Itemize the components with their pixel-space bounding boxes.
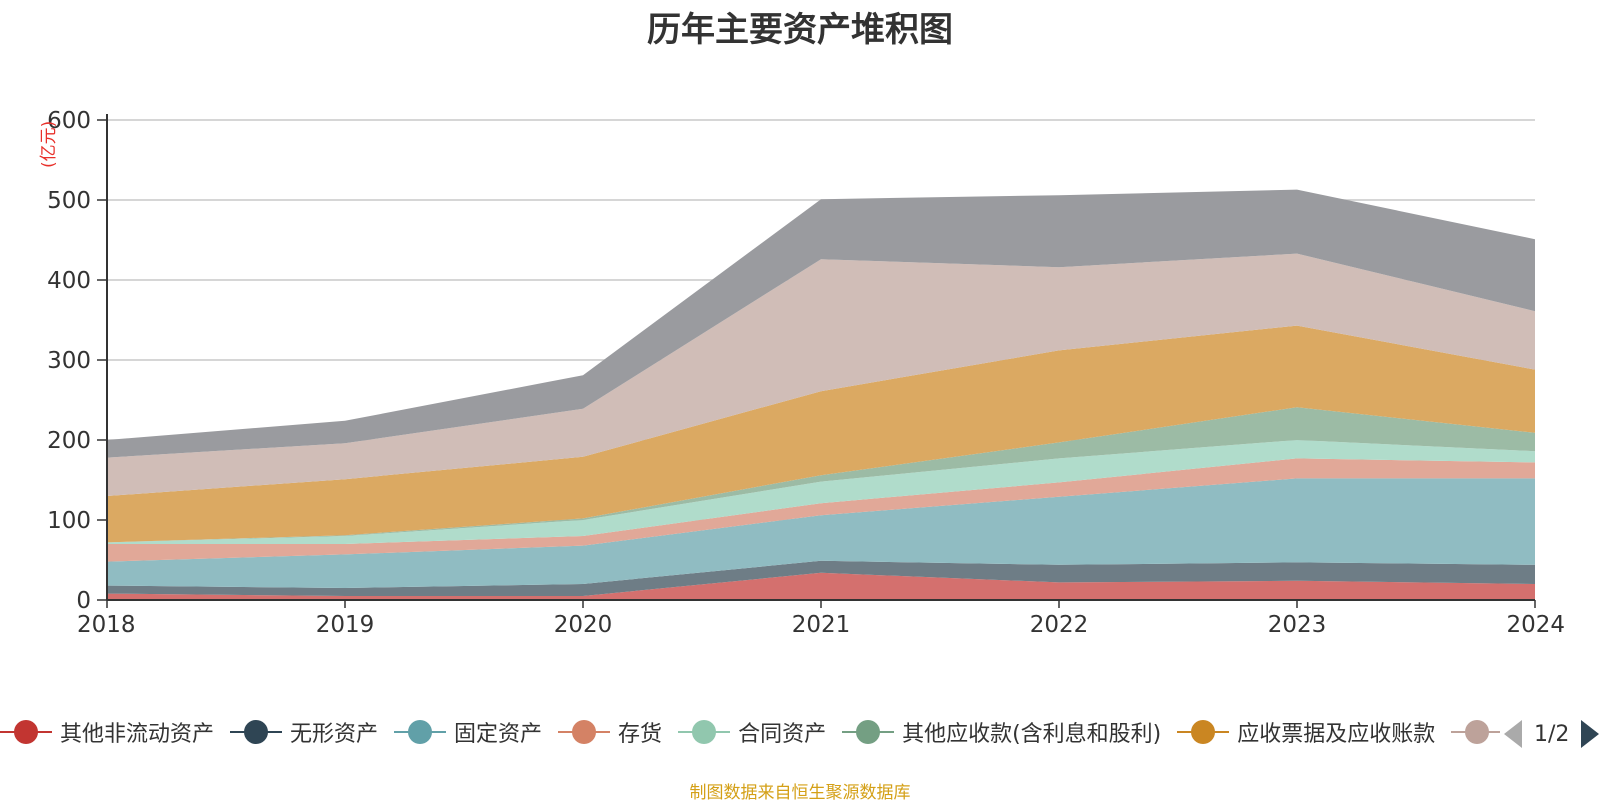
legend-item-5[interactable]: 其他应收款(含利息和股利) <box>842 712 1161 752</box>
legend-item-4[interactable]: 合同资产 <box>678 712 826 752</box>
x-tick-label-2023: 2023 <box>1268 612 1327 638</box>
area-series-1 <box>107 560 1535 596</box>
legend-marker-icon <box>678 719 731 745</box>
legend-marker-icon <box>0 719 52 745</box>
legend-label: 存货 <box>618 722 663 747</box>
legend-marker-icon <box>1177 719 1230 745</box>
legend-item-1[interactable]: 无形资产 <box>230 712 378 752</box>
area-series-0 <box>107 572 1535 600</box>
area-series-2 <box>107 478 1535 588</box>
y-tick-label-200: 200 <box>47 428 91 454</box>
legend-label: 应收票据及应收账款 <box>1237 722 1436 747</box>
legend-marker-icon <box>1451 719 1500 745</box>
y-tick-label-100: 100 <box>47 508 91 534</box>
legend-label: 其他非流动资产 <box>60 722 215 747</box>
x-tick-label-2022: 2022 <box>1030 612 1089 638</box>
legend-item-0[interactable]: 其他非流动资产 <box>0 712 214 752</box>
x-tick-label-2020: 2020 <box>554 612 613 638</box>
y-tick-label-500: 500 <box>47 188 91 214</box>
source-note: 制图数据来自恒生聚源数据库 <box>689 783 911 803</box>
area-layer <box>107 189 1535 600</box>
legend-label: 其他应收款(含利息和股利) <box>902 722 1162 747</box>
y-tick-label-300: 300 <box>47 348 91 374</box>
legend-label: 无形资产 <box>290 722 379 747</box>
chart-title: 历年主要资产堆积图 <box>647 10 953 50</box>
x-tick-label-2018: 2018 <box>77 612 136 638</box>
legend-next-page-button[interactable] <box>1581 720 1600 748</box>
legend-item-3[interactable]: 存货 <box>558 712 662 752</box>
legend-item-2[interactable]: 固定资产 <box>394 712 542 752</box>
legend-item-7[interactable]: 应收款项融资 <box>1451 712 1500 752</box>
y-tick-label-600: 600 <box>47 108 91 134</box>
legend-label: 固定资产 <box>454 722 543 747</box>
y-axis-unit-label: (亿元) <box>39 120 59 168</box>
area-series-8 <box>107 189 1535 458</box>
legend-pager: 1/2 <box>1500 714 1600 754</box>
legend-marker-icon <box>394 719 447 745</box>
legend-marker-icon <box>230 719 283 745</box>
area-series-6 <box>107 325 1535 543</box>
y-tick-label-400: 400 <box>47 268 91 294</box>
y-tick-label-0: 0 <box>76 588 91 614</box>
axis-layer: 0 100 200 300 400 500 600 2018 2019 2020 2021 2022 2… <box>47 108 1565 638</box>
area-series-5 <box>107 407 1535 543</box>
legend-page-indicator: 1/2 <box>1534 721 1570 747</box>
legend-prev-page-button[interactable] <box>1504 720 1522 748</box>
x-tick-label-2021: 2021 <box>792 612 851 638</box>
x-tick-label-2019: 2019 <box>316 612 375 638</box>
stacked-area-chart: 0 100 200 300 400 500 600 2018 2019 2020 2021 2022 2… <box>47 108 1565 638</box>
legend-marker-icon <box>558 719 611 745</box>
area-series-7 <box>107 253 1535 496</box>
legend-label: 合同资产 <box>738 722 827 747</box>
area-series-3 <box>107 458 1535 562</box>
area-series-4 <box>107 440 1535 544</box>
legend-item-6[interactable]: 应收票据及应收账款 <box>1177 712 1435 752</box>
x-tick-label-2024: 2024 <box>1506 612 1565 638</box>
legend-marker-icon <box>842 719 895 745</box>
legend: 其他非流动资产 无形资产 固定资产 存货 合同资产 其他应收款(含利息和股利) 应收票据及应… <box>0 712 1500 752</box>
